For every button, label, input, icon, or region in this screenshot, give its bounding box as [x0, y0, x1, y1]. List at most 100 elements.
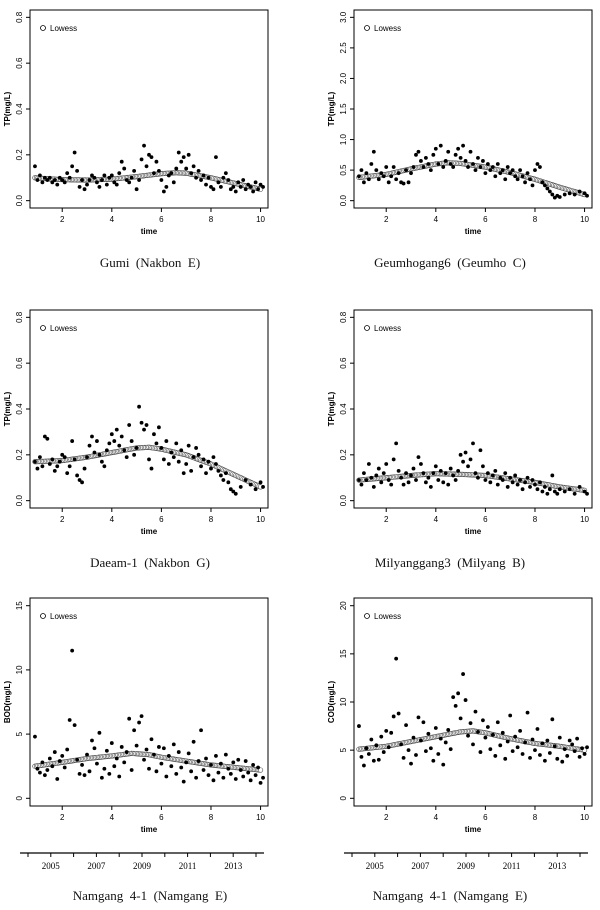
data-point: [67, 464, 72, 469]
data-point: [206, 773, 211, 778]
data-point: [542, 758, 547, 763]
data-point: [65, 171, 70, 176]
data-point: [446, 482, 451, 487]
data-point: [438, 468, 443, 473]
legend-marker: [40, 25, 46, 31]
data-point: [102, 464, 107, 469]
data-point: [171, 180, 176, 185]
data-point: [226, 766, 231, 771]
data-point: [248, 778, 253, 783]
data-point: [85, 455, 89, 460]
data-point: [122, 166, 127, 171]
data-point: [90, 173, 94, 178]
data-point: [226, 178, 231, 182]
data-point: [117, 774, 122, 779]
x-tick-label: 4: [434, 813, 439, 822]
data-point: [258, 780, 263, 785]
data-point: [214, 754, 218, 758]
data-point: [211, 778, 216, 783]
data-point: [357, 174, 361, 179]
y-tick-label: 2.0: [339, 72, 348, 84]
data-point: [364, 746, 369, 751]
data-point: [374, 168, 379, 173]
time-axis-label: 2007: [411, 861, 430, 871]
data-point: [209, 466, 213, 471]
data-point: [476, 729, 480, 734]
data-point: [144, 747, 149, 752]
data-point: [406, 180, 411, 185]
legend-marker: [364, 25, 370, 31]
data-point: [508, 713, 513, 718]
data-point: [90, 434, 94, 439]
data-point: [149, 155, 154, 160]
data-point: [585, 193, 589, 198]
data-point: [184, 462, 189, 466]
data-point: [562, 192, 567, 197]
data-point: [50, 180, 55, 185]
y-tick-label: 1.0: [339, 133, 348, 145]
y-tick-label: 1.5: [339, 103, 348, 115]
data-point: [38, 455, 42, 460]
data-point: [248, 482, 253, 487]
data-point: [47, 756, 52, 761]
data-point: [495, 162, 500, 166]
data-point: [214, 155, 218, 160]
data-point: [421, 720, 426, 725]
data-point: [238, 185, 243, 189]
data-point: [478, 165, 483, 169]
data-point: [530, 737, 535, 742]
data-point: [169, 171, 174, 176]
legend-label: Lowess: [50, 24, 77, 33]
y-tick-label: 0.5: [339, 164, 348, 176]
data-point: [122, 760, 127, 765]
time-axis-label: 2013: [548, 861, 567, 871]
x-tick-label: 10: [580, 813, 589, 822]
data-point: [453, 478, 458, 482]
y-tick-label: 0.6: [15, 57, 24, 69]
data-point: [376, 177, 381, 182]
data-point: [463, 450, 468, 455]
data-point: [127, 716, 132, 721]
data-point: [50, 764, 55, 769]
data-point: [70, 164, 75, 169]
data-point: [122, 448, 127, 453]
data-point: [433, 726, 438, 730]
data-point: [426, 162, 431, 166]
data-point: [503, 177, 508, 182]
data-point: [396, 711, 401, 716]
data-point: [567, 191, 572, 196]
data-point: [194, 175, 199, 180]
data-point: [562, 747, 567, 752]
data-point: [500, 478, 505, 482]
data-point: [223, 471, 228, 476]
data-point: [436, 478, 441, 482]
data-point: [55, 777, 60, 781]
data-point: [371, 485, 376, 489]
y-tick-label: 15: [339, 649, 348, 658]
data-point: [157, 168, 161, 173]
data-point: [144, 164, 149, 169]
data-point: [409, 473, 413, 478]
data-point: [85, 182, 89, 187]
data-point: [139, 157, 144, 162]
data-point: [441, 762, 446, 767]
data-point: [443, 740, 448, 745]
data-point: [550, 192, 555, 197]
y-tick-label: 5: [15, 731, 24, 736]
data-point: [411, 735, 416, 740]
data-point: [45, 436, 50, 441]
data-point: [62, 180, 67, 185]
x-tick-label: 2: [60, 515, 65, 524]
data-point: [505, 485, 510, 489]
data-point: [523, 480, 527, 485]
data-point: [364, 171, 369, 176]
y-tick-label: 0.0: [15, 495, 24, 507]
data-point: [221, 175, 226, 180]
data-point: [488, 168, 493, 173]
data-point: [87, 769, 92, 774]
data-point: [251, 763, 256, 767]
data-point: [572, 491, 577, 496]
data-point: [211, 187, 216, 192]
data-point: [191, 455, 196, 460]
data-point: [35, 466, 40, 471]
